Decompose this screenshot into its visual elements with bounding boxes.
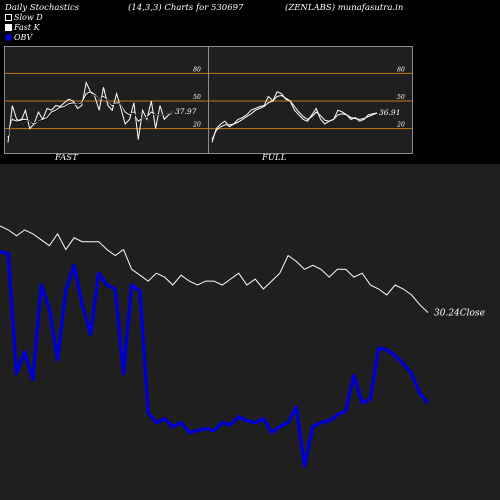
legend-swatch-slow-d xyxy=(5,14,12,21)
full-panel: 20 50 80 36.91 xyxy=(208,46,413,154)
fast-series-line-2 xyxy=(7,93,174,137)
legend-item-fast-k: Fast K xyxy=(5,23,40,32)
fast-y-tick-20: 20 xyxy=(192,122,201,129)
legend-item-obv: OBV xyxy=(5,33,32,42)
legend-item-slow-d: Slow D xyxy=(5,13,43,22)
legend-label-slow-d: Slow D xyxy=(14,13,43,22)
chart-source: (ZENLABS) munafasutra.in xyxy=(285,3,404,13)
legend-label-fast-k: Fast K xyxy=(14,23,40,32)
fast-stochastic-chart: 20 50 80 37.97 xyxy=(5,66,208,143)
obv-line xyxy=(0,249,430,468)
full-y-tick-80: 80 xyxy=(397,66,405,73)
legend-swatch-obv xyxy=(5,34,12,41)
chart-title: Daily Stochastics xyxy=(5,3,80,13)
full-series-line-0 xyxy=(211,91,378,143)
legend-label-obv: OBV xyxy=(14,33,33,42)
price-obv-chart: 30.24Close xyxy=(0,164,500,500)
full-series-line-1 xyxy=(211,94,378,140)
fast-panel-label: FAST xyxy=(55,153,78,163)
full-y-tick-50: 50 xyxy=(397,94,405,101)
close-last-value-label: 30.24Close xyxy=(434,309,485,319)
full-last-value-label: 36.91 xyxy=(379,108,400,117)
fast-y-tick-50: 50 xyxy=(193,94,201,101)
full-y-tick-20: 20 xyxy=(396,122,405,129)
chart-subtitle: (14,3,3) Charts for 530697 xyxy=(128,3,244,13)
fast-panel: 20 50 80 37.97 xyxy=(4,46,209,154)
fast-last-value-label: 37.97 xyxy=(175,107,197,116)
close-price-line xyxy=(0,225,429,313)
full-panel-label: FULL xyxy=(262,153,287,163)
fast-y-tick-80: 80 xyxy=(193,66,201,73)
legend-swatch-fast-k xyxy=(5,24,12,31)
full-stochastic-chart: 20 50 80 36.91 xyxy=(209,66,412,143)
